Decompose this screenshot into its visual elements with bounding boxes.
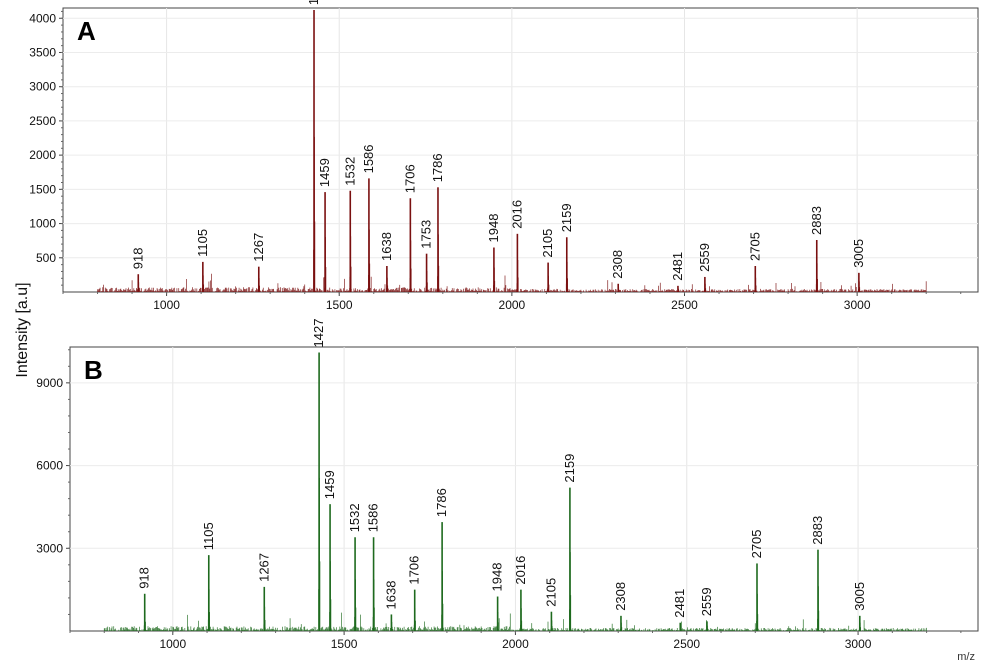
y-tick-label: 2000 (29, 148, 56, 162)
peak-label: 1459 (317, 158, 332, 187)
peak-label: 1427 (306, 0, 321, 5)
peak-label: 918 (137, 567, 152, 589)
plot-frame (69, 346, 979, 632)
peak-label: 1706 (407, 556, 422, 585)
peak-label: 1753 (419, 220, 434, 249)
peak-label: 1948 (490, 563, 505, 592)
peak-label: 2705 (749, 529, 764, 558)
y-tick-label: 1500 (29, 182, 56, 196)
panel-letter: A (77, 16, 96, 46)
x-tick-label: 2500 (673, 637, 700, 651)
panel-a-spectrum: 1000 1500 2000 2500 3000 500 1000 1500 2000 2500 3… (29, 0, 979, 312)
x-axis-unit: m/z (957, 651, 975, 662)
y-axis-label: Intensity [a.u] (14, 282, 31, 377)
baseline-noise (103, 612, 927, 631)
x-tick-label: 2000 (502, 637, 529, 651)
y-tick-label: 3500 (29, 45, 56, 59)
y-tick-label: 1000 (29, 217, 56, 231)
peak-label: 1638 (379, 232, 394, 261)
peak-label: 2308 (613, 582, 628, 611)
baseline-noise (97, 273, 927, 292)
peak-label: 1948 (486, 214, 501, 243)
peak-label: 1105 (201, 522, 216, 550)
peak-label: 2559 (697, 243, 712, 272)
plot-frame (62, 7, 979, 293)
peak-label: 2016 (513, 556, 528, 585)
y-tick-label: 6000 (36, 459, 63, 473)
x-tick-label: 1000 (153, 298, 180, 312)
peak-label: 2016 (509, 200, 524, 229)
y-tick-label: 3000 (36, 541, 63, 555)
y-tick-label: 500 (36, 251, 56, 265)
x-tick-label: 3000 (845, 637, 872, 651)
peak-label: 1427 (311, 319, 326, 348)
peak-label: 2308 (610, 250, 625, 279)
peak-label: 2883 (810, 516, 825, 545)
peak-label: 2883 (809, 206, 824, 235)
peak-label: 1267 (251, 233, 266, 262)
peak-label: 1459 (322, 470, 337, 499)
panel-letter: B (84, 355, 103, 385)
x-tick-label: 1000 (159, 637, 186, 651)
peak-label: 1786 (434, 488, 449, 517)
peak-label: 2481 (670, 252, 685, 281)
y-tick-label: 3000 (29, 80, 56, 94)
peak-label: 1586 (366, 503, 381, 532)
peak-label: 3005 (852, 582, 867, 611)
peak-label: 1786 (430, 153, 445, 182)
y-tick-label: 9000 (36, 376, 63, 390)
peak-label: 2105 (543, 578, 558, 607)
peak-label: 1105 (195, 229, 210, 257)
peak-label: 1532 (342, 157, 357, 186)
y-tick-label: 2500 (29, 114, 56, 128)
peak-label: 2159 (559, 203, 574, 232)
peak-label: 1706 (402, 164, 417, 193)
peak-label: 918 (130, 247, 145, 269)
peak-label: 2481 (672, 589, 687, 618)
peak-label: 1638 (383, 581, 398, 610)
peak-label: 2159 (562, 454, 577, 483)
peak-label: 3005 (851, 239, 866, 268)
peak-label: 1532 (347, 503, 362, 532)
x-tick-label: 2000 (499, 298, 526, 312)
panel-b-spectrum: 1000 1500 2000 2500 3000 3000 6000 9000 918 1105 1… (36, 319, 979, 651)
y-tick-label: 4000 (29, 11, 56, 25)
peak-label: 1586 (361, 144, 376, 173)
x-tick-label: 1500 (326, 298, 353, 312)
peak-label: 1267 (256, 553, 271, 582)
peak-label: 2105 (540, 229, 555, 258)
x-tick-label: 1500 (331, 637, 358, 651)
peak-label: 2559 (699, 587, 714, 616)
x-tick-label: 2500 (671, 298, 698, 312)
x-tick-label: 3000 (844, 298, 871, 312)
peak-label: 2705 (747, 232, 762, 261)
